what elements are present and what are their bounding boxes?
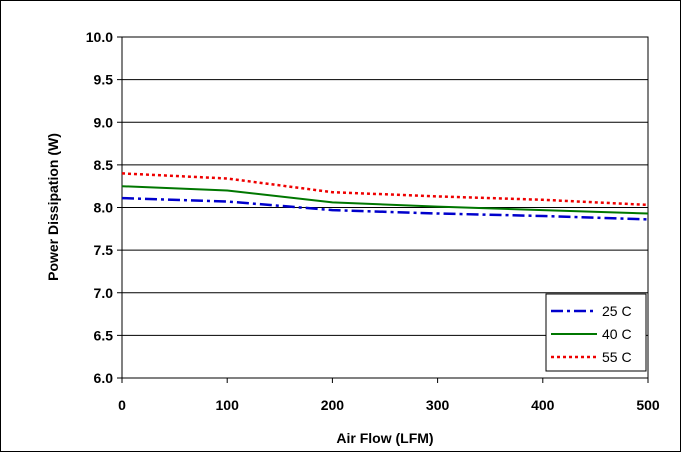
x-tick-label: 100 <box>216 397 240 413</box>
x-tick-label: 300 <box>426 397 450 413</box>
x-axis-ticks: 0 100 200 300 400 500 <box>118 378 660 413</box>
series-line-2 <box>121 185 649 215</box>
y-tick-label: 8.0 <box>94 200 114 216</box>
y-tick-label: 7.0 <box>94 285 114 301</box>
series-lines <box>121 172 649 221</box>
x-tick-label: 200 <box>321 397 345 413</box>
y-tick-label: 9.5 <box>94 72 114 88</box>
y-tick-label: 6.5 <box>94 327 114 343</box>
x-tick-label: 500 <box>636 397 660 413</box>
y-tick-label: 10.0 <box>86 29 113 45</box>
y-tick-label: 6.0 <box>94 370 114 386</box>
legend-label: 25 C <box>602 303 632 319</box>
legend: 25 C 40 C 55 C <box>545 293 647 372</box>
y-tick-label: 7.5 <box>94 242 114 258</box>
y-axis-ticks: 6.0 6.5 7.0 7.5 8.0 8.5 9.0 9.5 10.0 <box>86 29 122 386</box>
x-tick-label: 0 <box>118 397 126 413</box>
x-axis-title: Air Flow (LFM) <box>336 430 433 446</box>
y-tick-label: 8.5 <box>94 157 114 173</box>
y-axis-title: Power Dissipation (W) <box>45 133 61 281</box>
series-line-1 <box>121 196 649 221</box>
legend-label: 55 C <box>602 349 632 365</box>
series-line-3 <box>121 172 649 207</box>
legend-label: 40 C <box>602 326 632 342</box>
x-tick-label: 400 <box>531 397 555 413</box>
y-tick-label: 9.0 <box>94 114 114 130</box>
